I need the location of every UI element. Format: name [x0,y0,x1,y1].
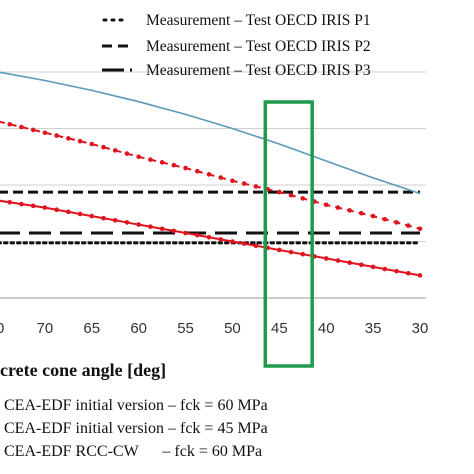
series-point-5 [335,258,341,263]
x-tick-label: 65 [83,320,100,337]
series-point-5 [19,201,24,207]
series-point-4 [19,124,24,130]
series-point-4 [77,138,83,144]
series-point-5 [370,264,376,270]
series-point-4 [323,202,329,208]
series-point-5 [7,200,13,205]
series-point-4 [30,127,36,133]
series-point-4 [112,148,118,153]
series-point-5 [54,207,59,213]
series-point-5 [241,241,247,246]
series-point-4 [405,223,411,228]
series-point-5 [112,218,118,223]
series-point-5 [300,251,306,257]
legend-label-rcc-cw-60: CEA-EDF RCC-CW – fck = 60 MPa [4,443,262,460]
series-point-5 [159,226,165,232]
series-point-5 [171,228,177,234]
series-point-4 [7,121,13,127]
legend-label-cea-initial-45: CEA-EDF initial version – fck = 45 MPa [4,420,268,437]
series-point-4 [347,208,352,213]
series-point-4 [288,192,294,198]
series-point-4 [359,210,364,216]
series-point-4 [300,196,306,201]
series-point-5 [347,260,352,265]
series-point-4 [382,216,388,222]
series-point-4 [42,130,48,136]
series-point-5 [218,237,224,242]
series-point-4 [124,151,130,156]
legend-label-p2: Measurement – Test OECD IRIS P2 [146,38,371,55]
series-group [0,71,423,278]
series-point-5 [405,270,411,276]
series-point-5 [382,266,388,272]
series-point-5 [136,222,141,227]
series-point-5 [30,203,36,209]
series-point-5 [288,249,294,255]
x-tick-label-partial: 0 [0,320,4,337]
x-tick-labels: 70 65 60 55 50 45 40 35 30 0 [0,320,428,337]
series-point-4 [101,144,106,150]
series-point-4 [230,178,235,184]
series-point-5 [66,209,71,215]
series-point-5 [89,213,95,219]
series-point-4 [241,181,247,186]
series-line-3 [0,71,421,195]
series-point-5 [253,243,259,249]
series-point-4 [370,213,376,219]
series-point-5 [101,215,106,221]
series-point-4 [218,175,224,180]
x-tick-label: 50 [224,320,241,337]
series-point-5 [206,234,212,240]
legend-label-p3: Measurement – Test OECD IRIS P3 [146,62,371,79]
series-point-4 [171,162,177,168]
x-tick-label: 35 [365,320,382,337]
series-point-4 [159,160,165,165]
legend-label-p1: Measurement – Test OECD IRIS P1 [146,12,371,29]
series-point-4 [277,189,282,195]
series-point-5 [394,268,399,274]
series-point-4 [89,141,95,147]
series-point-5 [323,256,329,261]
series-point-5 [124,220,130,225]
x-tick-label: 70 [37,320,54,337]
series-point-5 [359,262,364,268]
series-point-5 [148,224,153,229]
x-tick-label: 30 [412,320,429,337]
series-point-4 [194,168,200,174]
series-point-4 [394,220,399,225]
series-point-4 [417,226,423,232]
series-point-4 [66,136,71,141]
series-point-5 [42,205,48,210]
legend-label-cea-initial-60: CEA-EDF initial version – fck = 60 MPa [4,397,268,414]
series-point-5 [77,211,83,217]
highlight-box [263,100,314,368]
x-tick-label: 45 [271,320,288,337]
series-point-4 [136,154,141,160]
series-point-5 [183,230,188,236]
series-point-4 [54,133,59,138]
series-point-5 [277,247,282,253]
x-tick-label: 60 [130,320,147,337]
series-point-4 [253,184,259,189]
series-point-5 [194,232,200,238]
series-point-5 [230,239,235,244]
series-point-4 [183,165,188,171]
legend-bottom: CEA-EDF initial version – fck = 60 MPa C… [4,397,268,460]
series-point-4 [148,157,153,162]
series-point-4 [206,172,212,177]
x-tick-label: 55 [177,320,194,337]
series-point-5 [417,273,423,278]
legend-top: Measurement – Test OECD IRIS P1 Measurem… [102,12,371,79]
x-tick-label: 40 [318,320,335,337]
series-point-4 [335,205,341,210]
x-axis-title: crete cone angle [deg] [0,360,166,380]
